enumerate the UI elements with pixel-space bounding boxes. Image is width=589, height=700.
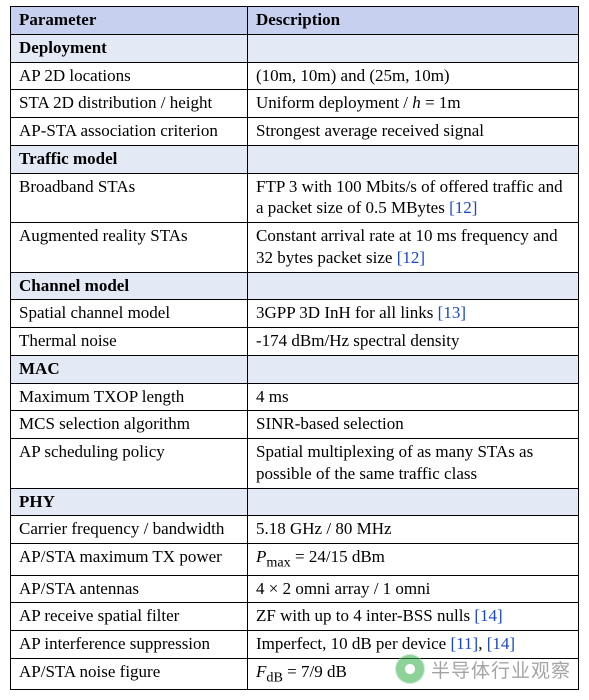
table-header-row: ParameterDescription xyxy=(11,7,579,35)
table-row: STA 2D distribution / heightUniform depl… xyxy=(11,90,579,118)
section-title: MAC xyxy=(11,355,248,383)
desc-cell: Uniform deployment / h = 1m xyxy=(248,90,579,118)
section-row: Channel model xyxy=(11,272,579,300)
desc-cell: SINR-based selection xyxy=(248,411,579,439)
section-title: Deployment xyxy=(11,34,248,62)
desc-cell: FTP 3 with 100 Mbits/s of offered traffi… xyxy=(248,173,579,223)
col-description: Description xyxy=(248,7,579,35)
param-cell: Carrier frequency / bandwidth xyxy=(11,516,248,544)
section-title: Channel model xyxy=(11,272,248,300)
section-empty xyxy=(248,145,579,173)
table-row: AP/STA noise figureFdB = 7/9 dB xyxy=(11,658,579,690)
table-row: MCS selection algorithmSINR-based select… xyxy=(11,411,579,439)
table-row: AP 2D locations(10m, 10m) and (25m, 10m) xyxy=(11,62,579,90)
param-cell: AP 2D locations xyxy=(11,62,248,90)
section-row: Traffic model xyxy=(11,145,579,173)
param-cell: MCS selection algorithm xyxy=(11,411,248,439)
param-cell: AP scheduling policy xyxy=(11,439,248,489)
desc-cell: ZF with up to 4 inter-BSS nulls [14] xyxy=(248,603,579,631)
param-cell: AP/STA noise figure xyxy=(11,658,248,690)
section-empty xyxy=(248,488,579,516)
table-row: Spatial channel model3GPP 3D InH for all… xyxy=(11,300,579,328)
page-root: ParameterDescriptionDeploymentAP 2D loca… xyxy=(0,0,589,700)
desc-cell: -174 dBm/Hz spectral density xyxy=(248,328,579,356)
param-cell: Augmented reality STAs xyxy=(11,223,248,273)
table-row: Maximum TXOP length4 ms xyxy=(11,383,579,411)
param-cell: Spatial channel model xyxy=(11,300,248,328)
table-row: AP receive spatial filterZF with up to 4… xyxy=(11,603,579,631)
table-body: ParameterDescriptionDeploymentAP 2D loca… xyxy=(11,7,579,690)
desc-cell: (10m, 10m) and (25m, 10m) xyxy=(248,62,579,90)
desc-cell: FdB = 7/9 dB xyxy=(248,658,579,690)
param-cell: Maximum TXOP length xyxy=(11,383,248,411)
table-row: AP interference suppressionImperfect, 10… xyxy=(11,631,579,659)
section-row: Deployment xyxy=(11,34,579,62)
param-cell: AP-STA association criterion xyxy=(11,118,248,146)
desc-cell: 4 ms xyxy=(248,383,579,411)
table-row: Broadband STAsFTP 3 with 100 Mbits/s of … xyxy=(11,173,579,223)
section-empty xyxy=(248,272,579,300)
param-cell: AP receive spatial filter xyxy=(11,603,248,631)
desc-cell: 5.18 GHz / 80 MHz xyxy=(248,516,579,544)
desc-cell: Strongest average received signal xyxy=(248,118,579,146)
param-cell: STA 2D distribution / height xyxy=(11,90,248,118)
param-cell: Broadband STAs xyxy=(11,173,248,223)
desc-cell: Constant arrival rate at 10 ms frequency… xyxy=(248,223,579,273)
col-parameter: Parameter xyxy=(11,7,248,35)
section-empty xyxy=(248,34,579,62)
desc-cell: Imperfect, 10 dB per device [11], [14] xyxy=(248,631,579,659)
table-row: Augmented reality STAsConstant arrival r… xyxy=(11,223,579,273)
section-empty xyxy=(248,355,579,383)
desc-cell: Spatial multiplexing of as many STAs as … xyxy=(248,439,579,489)
section-title: PHY xyxy=(11,488,248,516)
desc-cell: 3GPP 3D InH for all links [13] xyxy=(248,300,579,328)
desc-cell: Pmax = 24/15 dBm xyxy=(248,544,579,576)
section-title: Traffic model xyxy=(11,145,248,173)
table-row: AP-STA association criterionStrongest av… xyxy=(11,118,579,146)
param-cell: AP/STA antennas xyxy=(11,575,248,603)
param-cell: AP/STA maximum TX power xyxy=(11,544,248,576)
param-cell: AP interference suppression xyxy=(11,631,248,659)
table-row: AP/STA maximum TX powerPmax = 24/15 dBm xyxy=(11,544,579,576)
table-row: AP scheduling policySpatial multiplexing… xyxy=(11,439,579,489)
param-cell: Thermal noise xyxy=(11,328,248,356)
section-row: MAC xyxy=(11,355,579,383)
section-row: PHY xyxy=(11,488,579,516)
parameters-table: ParameterDescriptionDeploymentAP 2D loca… xyxy=(10,6,579,690)
table-row: Thermal noise-174 dBm/Hz spectral densit… xyxy=(11,328,579,356)
desc-cell: 4 × 2 omni array / 1 omni xyxy=(248,575,579,603)
table-row: AP/STA antennas4 × 2 omni array / 1 omni xyxy=(11,575,579,603)
table-row: Carrier frequency / bandwidth5.18 GHz / … xyxy=(11,516,579,544)
